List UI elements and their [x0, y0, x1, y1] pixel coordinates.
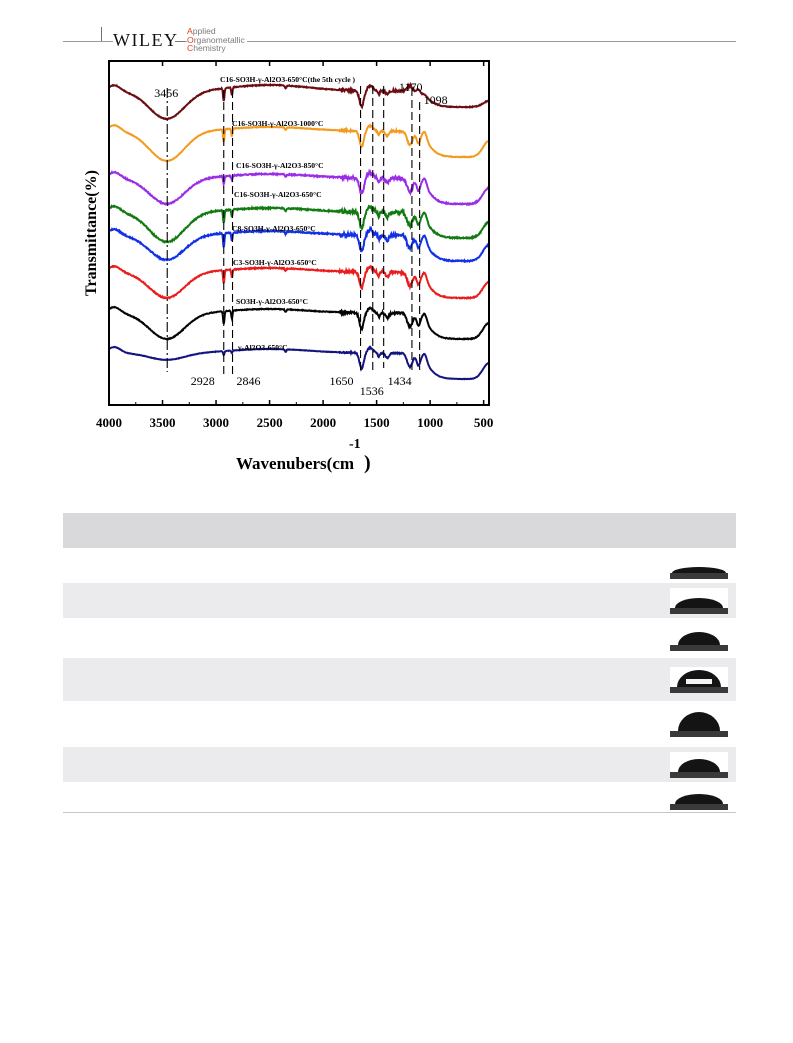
peak-label-1650: 1650 — [330, 374, 354, 388]
contact-angle-image — [670, 751, 728, 778]
contact-angle-table — [63, 513, 736, 813]
series-label-5: C8-SO3H-γ-Al2O3-650°C — [232, 224, 316, 233]
table-header — [63, 513, 736, 548]
table-row — [63, 658, 736, 701]
journal-line-3: Chemistry — [187, 43, 226, 54]
table-row — [63, 747, 736, 782]
table-row — [63, 782, 736, 812]
droplet-shape — [675, 597, 723, 608]
series-label-8: γ-Al2O3-650°C — [237, 343, 288, 352]
substrate — [670, 771, 728, 778]
series-line-7 — [108, 305, 490, 341]
x-tick-label-4000: 4000 — [96, 415, 122, 430]
substrate — [670, 645, 728, 651]
x-axis-ticks: 4000 3500 3000 2500 2000 1500 1000 500 — [96, 61, 493, 430]
contact-angle-image — [670, 784, 728, 810]
peak-label-2928: 2928 — [191, 374, 215, 388]
publisher-logo: WILEY — [113, 30, 180, 51]
logo-dash — [175, 41, 185, 42]
header-rule — [63, 41, 736, 42]
series-line-3 — [108, 168, 490, 207]
series-label-1: C16-SO3H-γ-Al2O3-650°C(the 5th cycle ) — [220, 75, 355, 84]
contact-angle-image — [670, 711, 728, 737]
series-label-4: C16-SO3H-γ-Al2O3-650°C — [234, 190, 322, 199]
contact-angle-image — [670, 666, 728, 693]
contact-angle-image — [670, 587, 728, 614]
series-line-8 — [108, 345, 490, 381]
x-tick-label-3000: 3000 — [203, 415, 229, 430]
series-labels-layer: C16-SO3H-γ-Al2O3-650°C(the 5th cycle ) C1… — [220, 75, 355, 352]
substrate — [670, 731, 728, 737]
peak-label-1098: 1098 — [424, 93, 448, 107]
series-label-3: C16-SO3H-γ-Al2O3-850°C — [236, 161, 324, 170]
peak-label-1170: 1170 — [399, 80, 423, 94]
x-tick-label-1000: 1000 — [417, 415, 443, 430]
droplet-shape — [675, 794, 723, 804]
contact-angle-image — [670, 625, 728, 651]
droplet-shape — [678, 712, 720, 731]
series-label-7: SO3H-γ-Al2O3-650°C — [236, 297, 308, 306]
table-row — [63, 618, 736, 658]
x-axis-label-close: ) — [364, 452, 371, 474]
substrate — [670, 572, 728, 579]
series-label-6: C3-SO3H-γ-Al2O3-650°C — [233, 258, 317, 267]
y-axis-label: Transmittance(%) — [83, 170, 100, 296]
journal-name: Applied Organometallic Chemistry — [187, 27, 247, 53]
x-axis-label-superscript: -1 — [349, 437, 361, 452]
contact-angle-image — [670, 552, 728, 579]
series-line-5 — [109, 225, 490, 264]
series-line-6 — [108, 264, 490, 300]
plot-frame — [108, 60, 490, 406]
x-tick-label-500: 500 — [474, 415, 494, 430]
x-axis-label: Wavenubers(cm — [236, 454, 354, 473]
x-tick-label-2500: 2500 — [257, 415, 283, 430]
substrate — [670, 686, 728, 693]
journal-line-1: Applied — [187, 26, 216, 36]
x-axis-label-main: Wavenubers(cm — [236, 454, 354, 473]
series-label-2: C16-SO3H-γ-Al2O3-1000°C — [232, 119, 323, 128]
table-bottom-rule — [63, 812, 736, 813]
x-tick-label-3500: 3500 — [150, 415, 176, 430]
x-tick-label-1500: 1500 — [364, 415, 390, 430]
header-tick — [101, 27, 102, 41]
substrate — [670, 607, 728, 614]
series-layer — [108, 81, 490, 381]
peak-label-3456: 3456 — [154, 86, 178, 100]
table-row — [63, 701, 736, 747]
droplet-shape — [678, 632, 720, 645]
table-row — [63, 583, 736, 618]
series-line-4 — [108, 204, 490, 245]
x-tick-label-2000: 2000 — [310, 415, 336, 430]
droplet-shape — [678, 758, 720, 772]
journal-line-2: Organometallic — [187, 34, 245, 45]
table-row — [63, 548, 736, 583]
series-line-1 — [108, 81, 490, 121]
table-body — [63, 548, 736, 812]
droplet-reflection — [686, 678, 712, 684]
peak-label-2846: 2846 — [237, 374, 261, 388]
series-line-2 — [108, 123, 490, 163]
droplet-shape — [672, 566, 726, 573]
peak-label-1434: 1434 — [388, 374, 412, 388]
peak-label-1536: 1536 — [360, 384, 384, 398]
substrate — [670, 804, 728, 810]
